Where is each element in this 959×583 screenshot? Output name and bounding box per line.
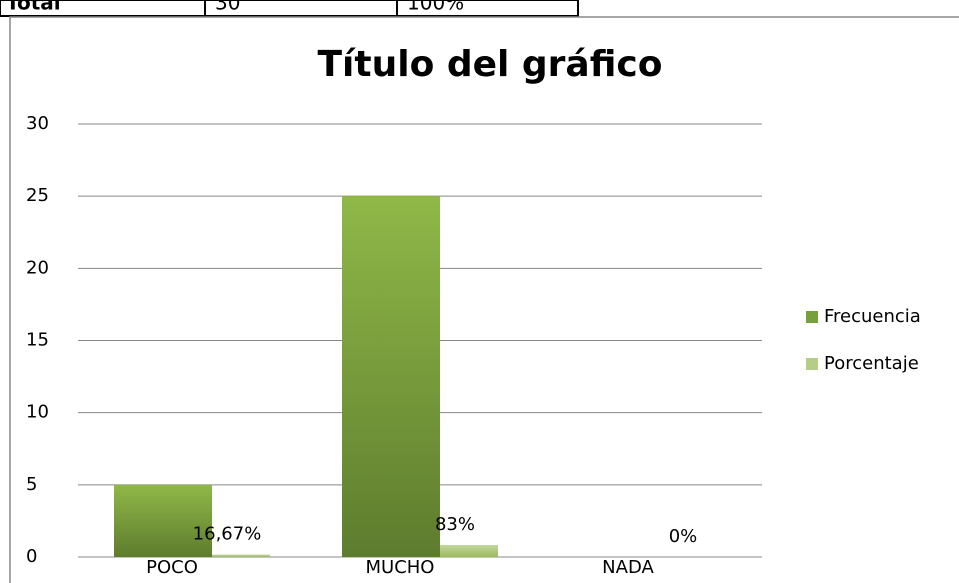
table-cell: 30	[215, 0, 240, 15]
y-tick-label: 5	[26, 474, 37, 495]
x-tick-label: NADA	[602, 557, 654, 578]
legend-swatch	[806, 311, 818, 323]
bar	[342, 196, 440, 557]
y-tick-label: 15	[26, 330, 49, 351]
y-tick-label: 0	[26, 546, 37, 567]
table-row	[0, 0, 579, 17]
x-tick-label: MUCHO	[366, 557, 435, 578]
legend-label: Frecuencia	[824, 306, 921, 327]
data-label: 0%	[669, 526, 698, 547]
legend-label: Porcentaje	[824, 353, 919, 374]
chart-border	[9, 16, 959, 583]
x-tick-label: POCO	[146, 557, 198, 578]
table-cell: Total	[6, 0, 61, 15]
legend-swatch	[806, 358, 818, 370]
y-tick-label: 20	[26, 257, 49, 278]
y-tick-label: 10	[26, 402, 49, 423]
bar	[114, 484, 212, 557]
table-cell: 100%	[407, 0, 464, 15]
bar	[440, 545, 498, 557]
chart-title: Título del gráfico	[318, 44, 663, 85]
data-label: 83%	[435, 514, 475, 535]
bar	[212, 554, 270, 557]
y-tick-label: 25	[26, 185, 49, 206]
data-label: 16,67%	[193, 524, 262, 545]
y-tick-label: 30	[26, 113, 49, 134]
